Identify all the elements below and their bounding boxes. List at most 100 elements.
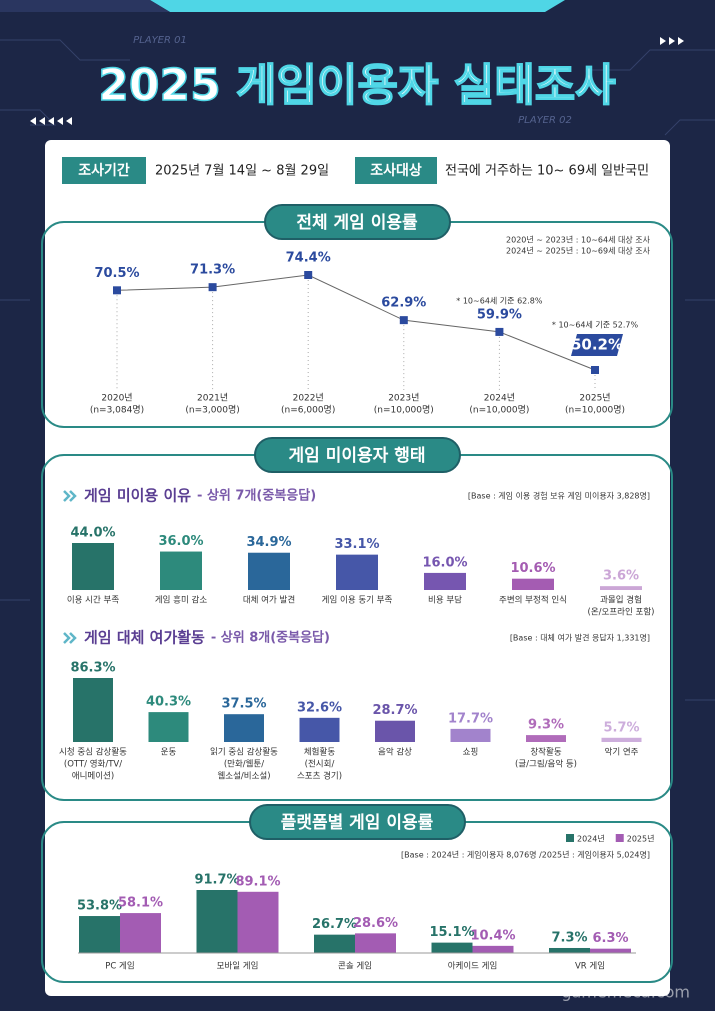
value-label: 70.5% bbox=[94, 266, 139, 281]
bar bbox=[590, 948, 631, 953]
x-tick-label: 2023년 bbox=[388, 393, 419, 404]
subtitle: 게임 대체 여가활동 bbox=[84, 629, 205, 647]
x-tick-label: (n=10,000명) bbox=[469, 405, 529, 416]
bar bbox=[375, 720, 415, 742]
legend-label: 2024년 bbox=[577, 834, 605, 844]
value-label: 62.9% bbox=[381, 296, 426, 311]
x-tick-label: 쇼핑 bbox=[463, 747, 479, 758]
legend-label: 2025년 bbox=[627, 834, 655, 844]
point bbox=[399, 316, 408, 325]
value-label: 7.3% bbox=[551, 930, 587, 945]
value-label: 32.6% bbox=[297, 700, 342, 715]
x-tick-label: 아케이드 게임 bbox=[448, 961, 498, 972]
value-label: 89.1% bbox=[235, 874, 280, 889]
annotation: * 10~64세 기준 62.8% bbox=[456, 296, 543, 305]
label-box bbox=[62, 157, 146, 184]
bar bbox=[431, 942, 473, 953]
value-label: 37.5% bbox=[221, 697, 266, 712]
point bbox=[304, 271, 313, 279]
x-tick-label: 웹소설/비소설) bbox=[217, 771, 270, 782]
player-label: PLAYER 02 bbox=[518, 115, 572, 126]
base-note: [Base : 대체 여가 발견 응답자 1,331명] bbox=[510, 633, 650, 643]
x-tick-label: (n=3,000명) bbox=[185, 405, 239, 416]
point bbox=[495, 327, 504, 336]
chevron-icon bbox=[63, 490, 77, 502]
value-label: 9.3% bbox=[528, 718, 564, 733]
point bbox=[113, 286, 121, 295]
page-title: 2025 게임이용자 실태조사 bbox=[98, 60, 615, 111]
value-label: 34.9% bbox=[246, 535, 291, 550]
value-label: 71.3% bbox=[190, 263, 235, 278]
period-label: 조사기간 bbox=[78, 162, 130, 179]
target: 전국에 거주하는 10~ 69세 일반국민 bbox=[445, 164, 649, 179]
bar bbox=[424, 572, 466, 590]
x-tick-label: (n=10,000명) bbox=[374, 405, 434, 416]
x-tick-label: 2021년 bbox=[197, 393, 228, 404]
x-tick-label: PC 게임 bbox=[105, 961, 134, 972]
circuit-decoration bbox=[0, 39, 715, 701]
x-tick-label: (n=10,000명) bbox=[565, 405, 625, 416]
annotation: * 10~64세 기준 52.7% bbox=[552, 321, 639, 330]
bar bbox=[73, 678, 113, 742]
top-band-side bbox=[0, 0, 170, 12]
value-label: 10.6% bbox=[510, 561, 555, 576]
bar bbox=[472, 945, 514, 953]
value-label: 44.0% bbox=[70, 526, 115, 541]
value-label: 74.4% bbox=[286, 251, 331, 266]
x-tick-label: 읽기 중심 감상활동 bbox=[210, 747, 278, 758]
bar bbox=[79, 916, 120, 953]
period: 2025년 7월 14일 ~ 8월 29일 bbox=[155, 164, 329, 179]
section-title: 플랫폼별 게임 이용률 bbox=[281, 812, 434, 833]
bar bbox=[72, 543, 114, 590]
base-note: [Base : 2024년 : 게임이용자 8,076명 /2025년 : 게임… bbox=[401, 850, 650, 860]
x-tick-label: 창작활동 bbox=[530, 747, 561, 758]
x-tick-label: 운동 bbox=[161, 748, 177, 758]
value-label: 36.0% bbox=[158, 534, 203, 549]
x-tick-label: 체험활동 bbox=[304, 747, 335, 758]
legend-swatch bbox=[566, 834, 574, 842]
bar bbox=[248, 552, 290, 590]
value-label: 28.6% bbox=[353, 916, 398, 931]
bar bbox=[450, 728, 491, 742]
value-label: 16.0% bbox=[422, 555, 467, 570]
bar bbox=[355, 933, 396, 953]
x-tick-label: 2020년 bbox=[101, 393, 132, 404]
section-title: 전체 게임 이용률 bbox=[296, 212, 418, 233]
value-label: 26.7% bbox=[312, 917, 357, 932]
bar bbox=[224, 714, 264, 742]
base-note: [Base : 게임 이용 경험 보유 게임 미이용자 3,828명] bbox=[468, 491, 650, 501]
note: 2024년 ~ 2025년 : 10~69세 대상 조사 bbox=[506, 246, 651, 256]
value-label: 59.9% bbox=[477, 307, 522, 322]
value-label: 10.4% bbox=[470, 928, 515, 943]
x-tick-label: (전시회/ bbox=[305, 759, 335, 770]
bar bbox=[148, 712, 189, 742]
x-tick-label: 과몰입 경험 bbox=[600, 595, 642, 606]
point bbox=[591, 366, 599, 374]
x-tick-label: (OTT/ 영화/TV/ bbox=[64, 759, 122, 770]
bar bbox=[601, 737, 642, 742]
x-tick-label: 스포츠 경기) bbox=[297, 771, 342, 782]
x-tick-label: 2024년 bbox=[484, 393, 515, 404]
x-tick-label: 2025년 bbox=[579, 393, 610, 404]
bar bbox=[237, 891, 279, 953]
value-label: 33.1% bbox=[334, 537, 379, 552]
x-tick-label: 모바일 게임 bbox=[217, 961, 259, 972]
value-label: 40.3% bbox=[146, 695, 191, 710]
subtitle-note: - 상위 8개(중복응답) bbox=[211, 631, 330, 646]
x-tick-label: 비용 부담 bbox=[428, 595, 462, 606]
x-tick-label: VR 게임 bbox=[575, 961, 605, 972]
bar bbox=[512, 578, 554, 590]
value-label: 91.7% bbox=[194, 873, 239, 888]
x-tick-label: 음악 감상 bbox=[378, 747, 412, 758]
value-label: 15.1% bbox=[429, 925, 474, 940]
bar bbox=[160, 551, 202, 590]
chevron-icon bbox=[63, 632, 77, 644]
x-tick-label: (만화/웹툰/ bbox=[224, 760, 264, 770]
value-label: 6.3% bbox=[592, 931, 628, 946]
x-tick-label: 악기 연주 bbox=[605, 747, 639, 758]
bar bbox=[314, 934, 355, 953]
value-label: 28.7% bbox=[372, 703, 417, 718]
section-pills bbox=[249, 204, 466, 840]
bar bbox=[526, 735, 566, 742]
